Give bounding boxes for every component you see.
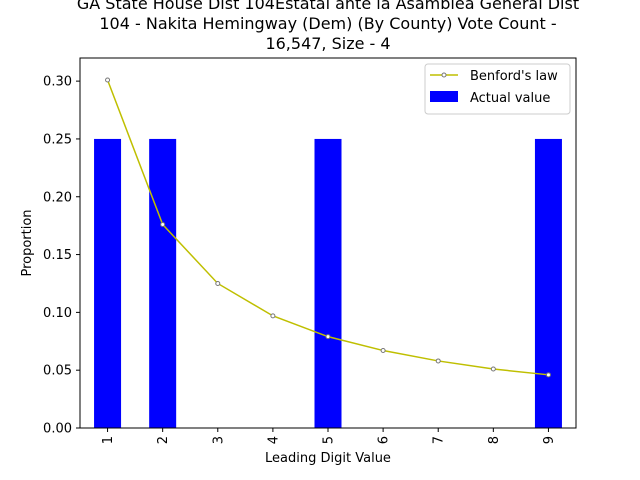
- benford-point-1: [105, 77, 111, 83]
- actual-value-bars: [94, 138, 562, 428]
- benford-point-2: [160, 222, 166, 227]
- x-axis: 1 2 3 4 5 6 7 8 9: [101, 428, 557, 444]
- bar-digit-5: [314, 138, 342, 428]
- y-axis-label: Proportion: [20, 209, 35, 276]
- benford-line-series: [105, 77, 551, 378]
- benford-point-7: [435, 358, 441, 364]
- x-tick-label: 2: [156, 436, 171, 444]
- benford-point-9: [545, 372, 551, 378]
- x-tick-label: 5: [322, 436, 337, 444]
- bar-digit-9: [534, 138, 562, 428]
- legend-benford-label: Benford's law: [470, 69, 558, 84]
- y-tick-label: 0.20: [43, 190, 72, 205]
- x-tick-label: 3: [211, 436, 226, 444]
- x-tick-label: 1: [101, 436, 116, 444]
- bar-digit-2: [149, 138, 177, 428]
- x-tick-label: 6: [377, 436, 392, 444]
- bar-digit-1: [94, 138, 122, 428]
- benford-point-6: [380, 348, 386, 354]
- legend-benford-marker: [441, 72, 447, 78]
- y-tick-label: 0.10: [43, 306, 72, 321]
- y-tick-label: 0.05: [43, 364, 72, 379]
- chart-title-line-2: 104 - Nakita Hemingway (Dem) (By County)…: [99, 14, 556, 33]
- chart-title-line-3: 16,547, Size - 4: [265, 34, 390, 53]
- chart-title-line-1: GA State House Dist 104Estatal ante la A…: [77, 0, 579, 13]
- y-tick-label: 0.25: [43, 132, 72, 147]
- legend-actual-swatch: [430, 91, 458, 102]
- x-tick-label: 9: [542, 436, 557, 444]
- benford-point-8: [490, 366, 496, 372]
- y-tick-label: 0.00: [43, 422, 72, 437]
- x-tick-label: 8: [487, 436, 502, 444]
- y-axis: 0.00 0.05 0.10 0.15 0.20 0.25 0.30: [43, 75, 80, 437]
- x-tick-label: 7: [432, 436, 447, 444]
- benford-point-5: [325, 334, 331, 340]
- x-tick-label: 4: [266, 436, 281, 444]
- benford-point-3: [215, 280, 221, 286]
- x-axis-label: Leading Digit Value: [265, 451, 391, 466]
- legend-actual-label: Actual value: [470, 91, 550, 106]
- y-tick-label: 0.15: [43, 248, 72, 263]
- benford-point-4: [270, 313, 276, 319]
- y-tick-label: 0.30: [43, 75, 72, 90]
- chart-title: GA State House Dist 104Estatal ante la A…: [77, 0, 579, 53]
- legend-box: [424, 63, 571, 115]
- legend: Benford's law Actual value: [424, 63, 571, 115]
